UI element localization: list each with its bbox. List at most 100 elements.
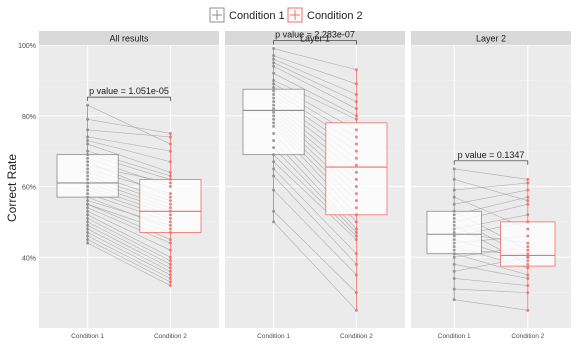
data-point-condition-1	[452, 298, 456, 302]
data-point-condition-2	[168, 230, 172, 234]
data-point-condition-1	[272, 153, 276, 157]
data-point-condition-1	[272, 114, 276, 118]
x-tick-label: Condition 2	[154, 333, 187, 340]
data-point-condition-2	[526, 202, 530, 206]
data-point-condition-1	[86, 223, 90, 227]
data-point-condition-2	[168, 248, 172, 252]
data-point-condition-1	[272, 110, 276, 114]
p-value-label: p value = 1.051e-05	[89, 86, 169, 96]
data-point-condition-2	[526, 234, 530, 238]
data-point-condition-2	[168, 135, 172, 139]
data-point-condition-1	[272, 167, 276, 171]
data-point-condition-1	[86, 139, 90, 143]
data-point-condition-2	[168, 199, 172, 203]
pair-line	[273, 62, 357, 102]
data-point-condition-2	[354, 68, 358, 72]
data-point-condition-1	[86, 213, 90, 217]
data-point-condition-2	[168, 227, 172, 231]
data-point-condition-1	[452, 245, 456, 249]
data-point-condition-2	[526, 248, 530, 252]
data-point-condition-2	[354, 234, 358, 238]
pair-line	[273, 80, 357, 120]
pair-line	[87, 140, 171, 163]
data-point-condition-2	[168, 238, 172, 242]
data-point-condition-1	[452, 262, 456, 266]
legend-label-condition-1: Condition 1	[229, 10, 285, 22]
data-point-condition-2	[526, 276, 530, 280]
data-point-condition-1	[452, 276, 456, 280]
data-point-condition-2	[168, 177, 172, 181]
data-point-condition-2	[168, 220, 172, 224]
data-point-condition-2	[354, 128, 358, 132]
data-point-condition-2	[168, 174, 172, 178]
facet-strip	[225, 31, 405, 45]
data-point-condition-2	[354, 117, 358, 121]
data-point-condition-1	[272, 220, 276, 224]
data-point-condition-1	[272, 71, 276, 75]
pair-line	[87, 239, 171, 283]
data-point-condition-2	[168, 160, 172, 164]
pair-line	[273, 189, 357, 276]
data-point-condition-2	[354, 262, 358, 266]
data-point-condition-2	[354, 192, 358, 196]
data-point-condition-2	[168, 170, 172, 174]
data-point-condition-2	[354, 185, 358, 188]
pair-line	[87, 221, 171, 265]
pair-line	[454, 278, 528, 286]
data-point-condition-2	[354, 220, 358, 224]
data-point-condition-1	[452, 195, 456, 199]
data-point-condition-2	[168, 195, 172, 199]
data-point-condition-1	[272, 89, 276, 93]
data-point-condition-2	[354, 170, 358, 174]
data-point-condition-1	[272, 160, 276, 164]
data-point-condition-1	[86, 177, 90, 181]
data-point-condition-2	[354, 273, 358, 277]
data-point-condition-2	[354, 238, 358, 242]
data-point-condition-1	[272, 85, 276, 89]
pair-line	[87, 136, 171, 152]
pair-line	[273, 211, 357, 293]
data-point-condition-2	[168, 209, 172, 213]
data-point-condition-2	[526, 181, 530, 185]
pair-line	[273, 161, 357, 240]
data-point-condition-1	[86, 227, 90, 231]
box-condition-2	[139, 179, 202, 233]
pair-line	[454, 288, 528, 293]
data-point-condition-2	[526, 262, 530, 266]
data-point-condition-1	[86, 209, 90, 213]
data-point-condition-2	[354, 135, 358, 139]
data-point-condition-1	[452, 220, 456, 224]
data-point-condition-2	[526, 199, 530, 203]
data-point-condition-2	[354, 93, 358, 97]
pair-line	[87, 242, 171, 286]
data-point-condition-2	[526, 259, 530, 263]
data-point-condition-2	[354, 177, 358, 181]
pair-line	[273, 65, 357, 109]
pair-line	[454, 182, 528, 191]
pair-line	[87, 143, 171, 173]
data-point-condition-1	[272, 188, 276, 192]
data-point-condition-2	[354, 156, 358, 160]
panel-2: Layer 1p value = 2.283e-07 Condition 1 Con…	[225, 30, 405, 340]
pair-line	[454, 299, 528, 311]
data-point-condition-2	[354, 227, 358, 231]
data-point-condition-1	[272, 47, 276, 51]
data-point-condition-1	[86, 156, 90, 160]
data-point-condition-1	[86, 181, 90, 185]
pair-line	[87, 118, 171, 134]
data-point-condition-1	[272, 174, 276, 178]
significance-bracket	[453, 160, 529, 165]
data-point-condition-2	[168, 202, 172, 206]
y-tick-label: 100%	[18, 43, 36, 50]
pair-line	[454, 264, 528, 279]
pair-line	[454, 168, 528, 180]
data-point-condition-2	[168, 149, 172, 153]
data-point-condition-1	[272, 103, 276, 107]
data-point-condition-2	[168, 269, 172, 273]
data-point-condition-2	[354, 114, 358, 118]
data-point-condition-1	[86, 234, 90, 238]
y-tick-label: 40%	[22, 255, 36, 262]
data-point-condition-1	[272, 57, 276, 61]
data-point-condition-2	[526, 213, 530, 217]
